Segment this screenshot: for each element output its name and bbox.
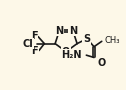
Text: N: N <box>69 26 77 36</box>
Text: F: F <box>32 46 38 56</box>
Text: N: N <box>55 26 63 36</box>
Text: CH₃: CH₃ <box>104 36 120 45</box>
Text: Cl: Cl <box>23 39 34 49</box>
Text: O: O <box>62 47 70 57</box>
Text: O: O <box>98 58 106 68</box>
Text: H₂N: H₂N <box>61 50 82 60</box>
Text: S: S <box>83 34 90 44</box>
Text: F: F <box>31 31 37 41</box>
